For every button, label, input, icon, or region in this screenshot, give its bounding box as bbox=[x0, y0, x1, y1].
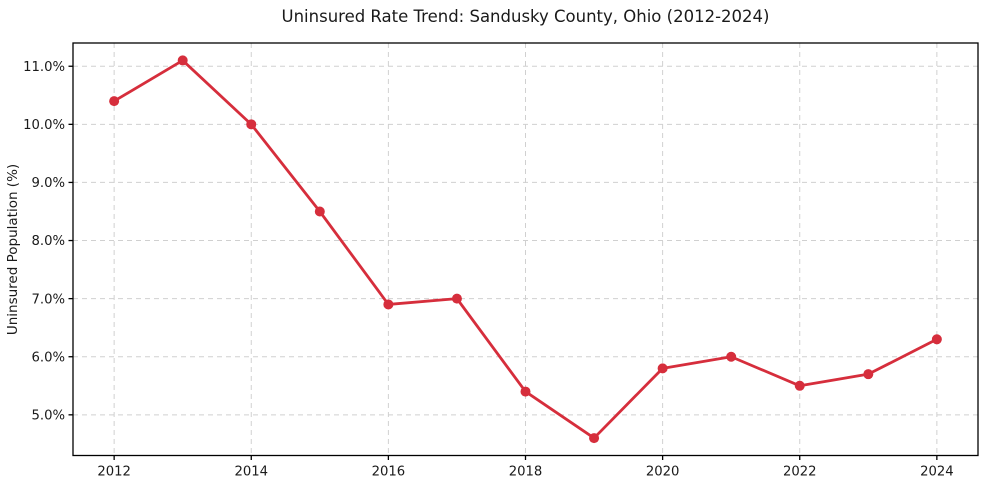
data-point bbox=[451, 293, 462, 304]
x-tick-label: 2024 bbox=[920, 465, 954, 480]
x-tick-label: 2014 bbox=[234, 465, 268, 480]
data-point bbox=[726, 351, 737, 362]
y-tick-label: 8.0% bbox=[31, 234, 65, 249]
y-tick-label: 10.0% bbox=[23, 118, 65, 133]
data-point bbox=[177, 55, 188, 66]
x-tick-label: 2016 bbox=[372, 465, 406, 480]
x-tick-label: 2022 bbox=[783, 465, 817, 480]
data-point bbox=[794, 380, 805, 391]
plot-area: 5.0% 6.0% 7.0% 8.0% 9.0% 10.0% 11.0% 2012 2014 20… bbox=[23, 42, 979, 480]
y-tick-label: 5.0% bbox=[31, 409, 65, 424]
data-point bbox=[520, 386, 531, 397]
data-point bbox=[657, 363, 668, 374]
data-point bbox=[109, 96, 120, 107]
x-tick-label: 2018 bbox=[509, 465, 543, 480]
y-axis-label: Uninsured Population (%) bbox=[5, 164, 21, 335]
data-point bbox=[931, 334, 942, 345]
data-point bbox=[863, 369, 874, 380]
x-tick-label: 2012 bbox=[97, 465, 131, 480]
data-point bbox=[314, 206, 325, 217]
y-tick-label: 7.0% bbox=[31, 292, 65, 307]
y-tick-label: 6.0% bbox=[31, 350, 65, 365]
chart-title: Uninsured Rate Trend: Sandusky County, O… bbox=[282, 7, 770, 26]
y-tick-label: 11.0% bbox=[23, 60, 65, 75]
data-point bbox=[383, 299, 394, 310]
y-tick-label: 9.0% bbox=[31, 176, 65, 191]
data-point bbox=[589, 433, 600, 444]
data-point bbox=[246, 119, 257, 130]
x-tick-label: 2020 bbox=[646, 465, 680, 480]
